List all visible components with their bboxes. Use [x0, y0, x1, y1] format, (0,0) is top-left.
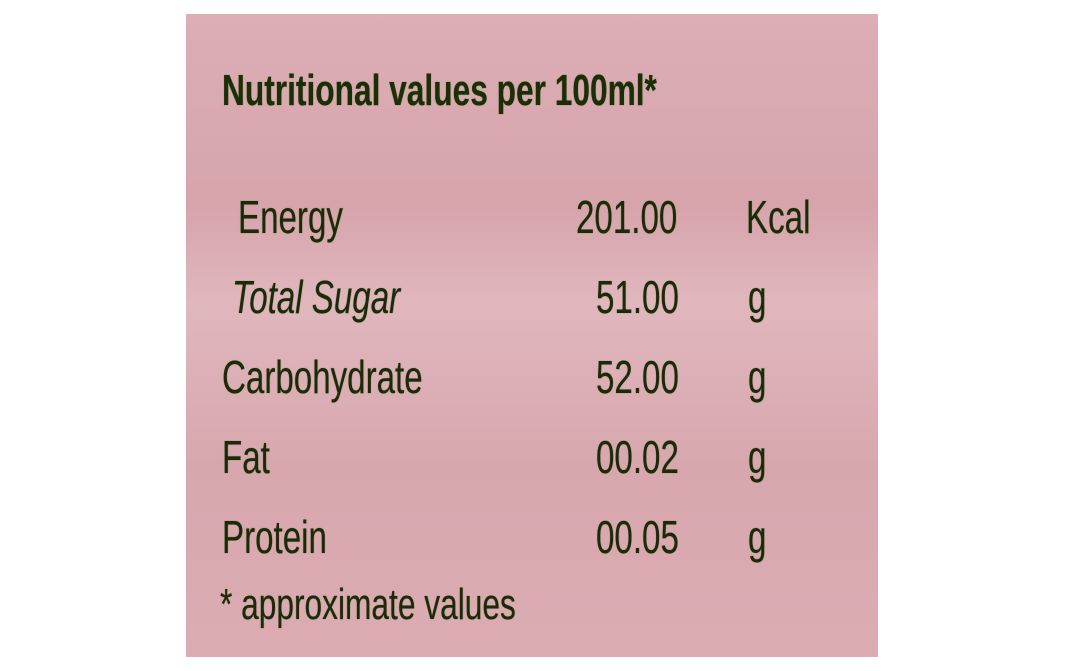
- row-unit-protein: g: [748, 511, 767, 563]
- row-value-fat: 00.02: [596, 431, 679, 483]
- row-value-carbohydrate: 52.00: [596, 351, 679, 403]
- label-title: Nutritional values per 100ml*: [222, 66, 657, 115]
- row-value-total-sugar: 51.00: [596, 271, 679, 323]
- footnote: * approximate values: [220, 580, 516, 629]
- row-name-fat: Fat: [222, 431, 270, 483]
- row-value-energy: 201.00: [576, 191, 678, 243]
- row-value-protein: 00.05: [596, 511, 679, 563]
- row-unit-carbohydrate: g: [748, 351, 767, 403]
- row-unit-fat: g: [748, 431, 767, 483]
- row-unit-energy: Kcal: [746, 191, 811, 243]
- row-unit-total-sugar: g: [748, 271, 767, 323]
- row-name-carbohydrate: Carbohydrate: [222, 351, 423, 403]
- row-name-total-sugar: Total Sugar: [232, 271, 401, 323]
- row-name-protein: Protein: [222, 511, 327, 563]
- nutrition-label: Nutritional values per 100ml* Energy 201…: [186, 14, 878, 657]
- row-name-energy: Energy: [238, 191, 343, 243]
